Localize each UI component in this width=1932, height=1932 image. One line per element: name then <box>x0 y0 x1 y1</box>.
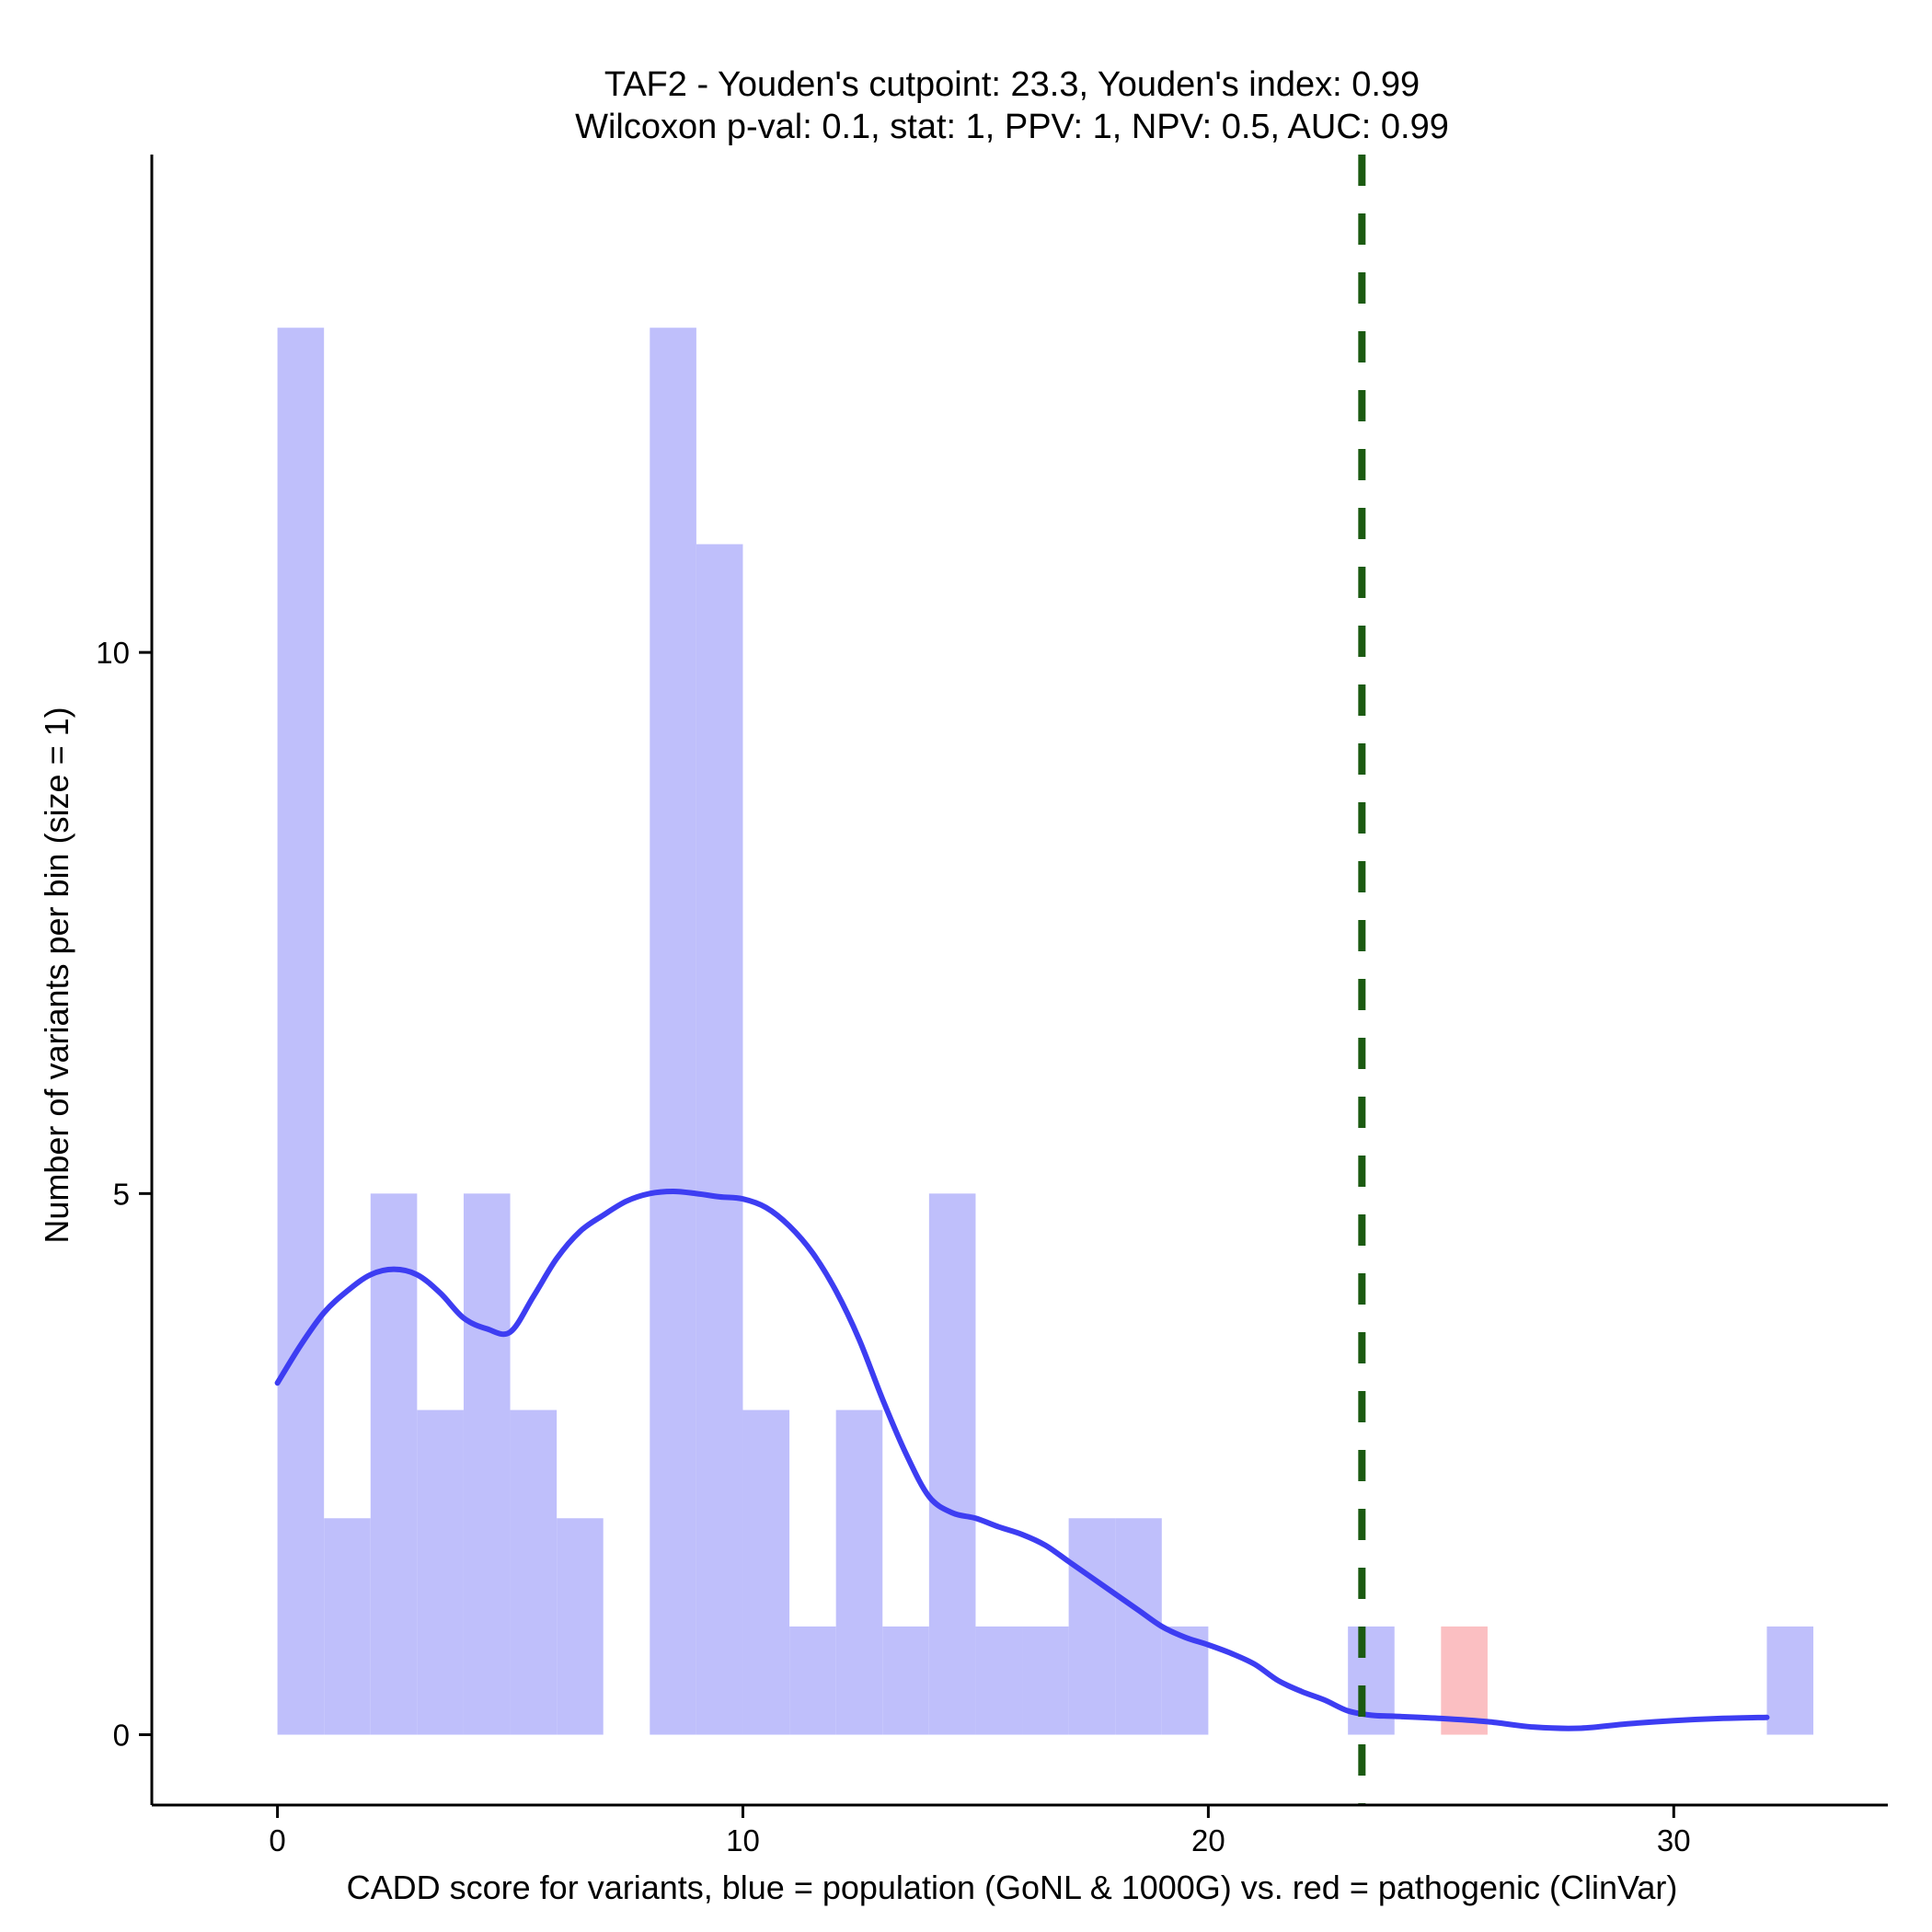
histogram-bar <box>1766 1626 1814 1735</box>
histogram-bar <box>696 544 743 1735</box>
y-tick-label: 0 <box>113 1719 130 1753</box>
histogram-bar <box>1068 1518 1116 1735</box>
histogram-bar <box>742 1409 790 1735</box>
histogram-bar <box>324 1518 371 1735</box>
histogram-bar <box>1115 1518 1162 1735</box>
y-tick-label: 10 <box>96 636 130 670</box>
chart-title: TAF2 - Youden's cutpoint: 23.3, Youden's… <box>604 65 1420 104</box>
x-axis-title: CADD score for variants, blue = populati… <box>347 1869 1678 1906</box>
x-tick-label: 10 <box>726 1823 760 1857</box>
x-tick-label: 30 <box>1657 1823 1691 1857</box>
x-axis-ticks: 0 10 20 30 <box>269 1805 1691 1857</box>
histogram-bar <box>557 1518 604 1735</box>
histogram-bar <box>277 328 325 1735</box>
histogram-bar <box>975 1626 1023 1735</box>
histogram-bar <box>370 1193 418 1735</box>
y-axis-ticks: 0 5 10 <box>96 636 152 1753</box>
histogram-bar <box>463 1193 511 1735</box>
histogram-bar <box>789 1626 836 1735</box>
histogram-bar <box>650 328 696 1735</box>
x-tick-label: 0 <box>269 1823 285 1857</box>
histogram-bar <box>417 1409 464 1735</box>
y-axis-title: Number of variants per bin (size = 1) <box>38 707 75 1243</box>
histogram-bar <box>928 1193 976 1735</box>
axes: 0 10 20 30 0 5 10 <box>96 155 1888 1857</box>
x-tick-label: 20 <box>1191 1823 1225 1857</box>
histogram-bar <box>510 1409 558 1735</box>
histogram-bar <box>835 1409 883 1735</box>
histogram-bar <box>882 1626 929 1735</box>
chart-subtitle: Wilcoxon p-val: 0.1, stat: 1, PPV: 1, NP… <box>575 108 1449 146</box>
histogram-bars <box>277 328 1814 1735</box>
y-tick-label: 5 <box>113 1177 130 1211</box>
histogram-bar <box>1022 1626 1069 1735</box>
